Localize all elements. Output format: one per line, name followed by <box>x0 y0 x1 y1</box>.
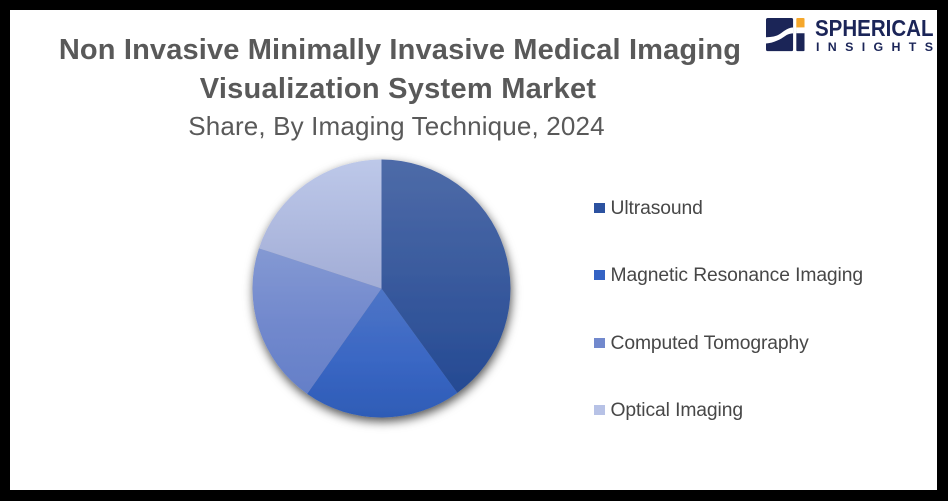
svg-text:SPHERICAL: SPHERICAL <box>815 18 934 41</box>
svg-text:INSIGHTS: INSIGHTS <box>816 40 933 54</box>
